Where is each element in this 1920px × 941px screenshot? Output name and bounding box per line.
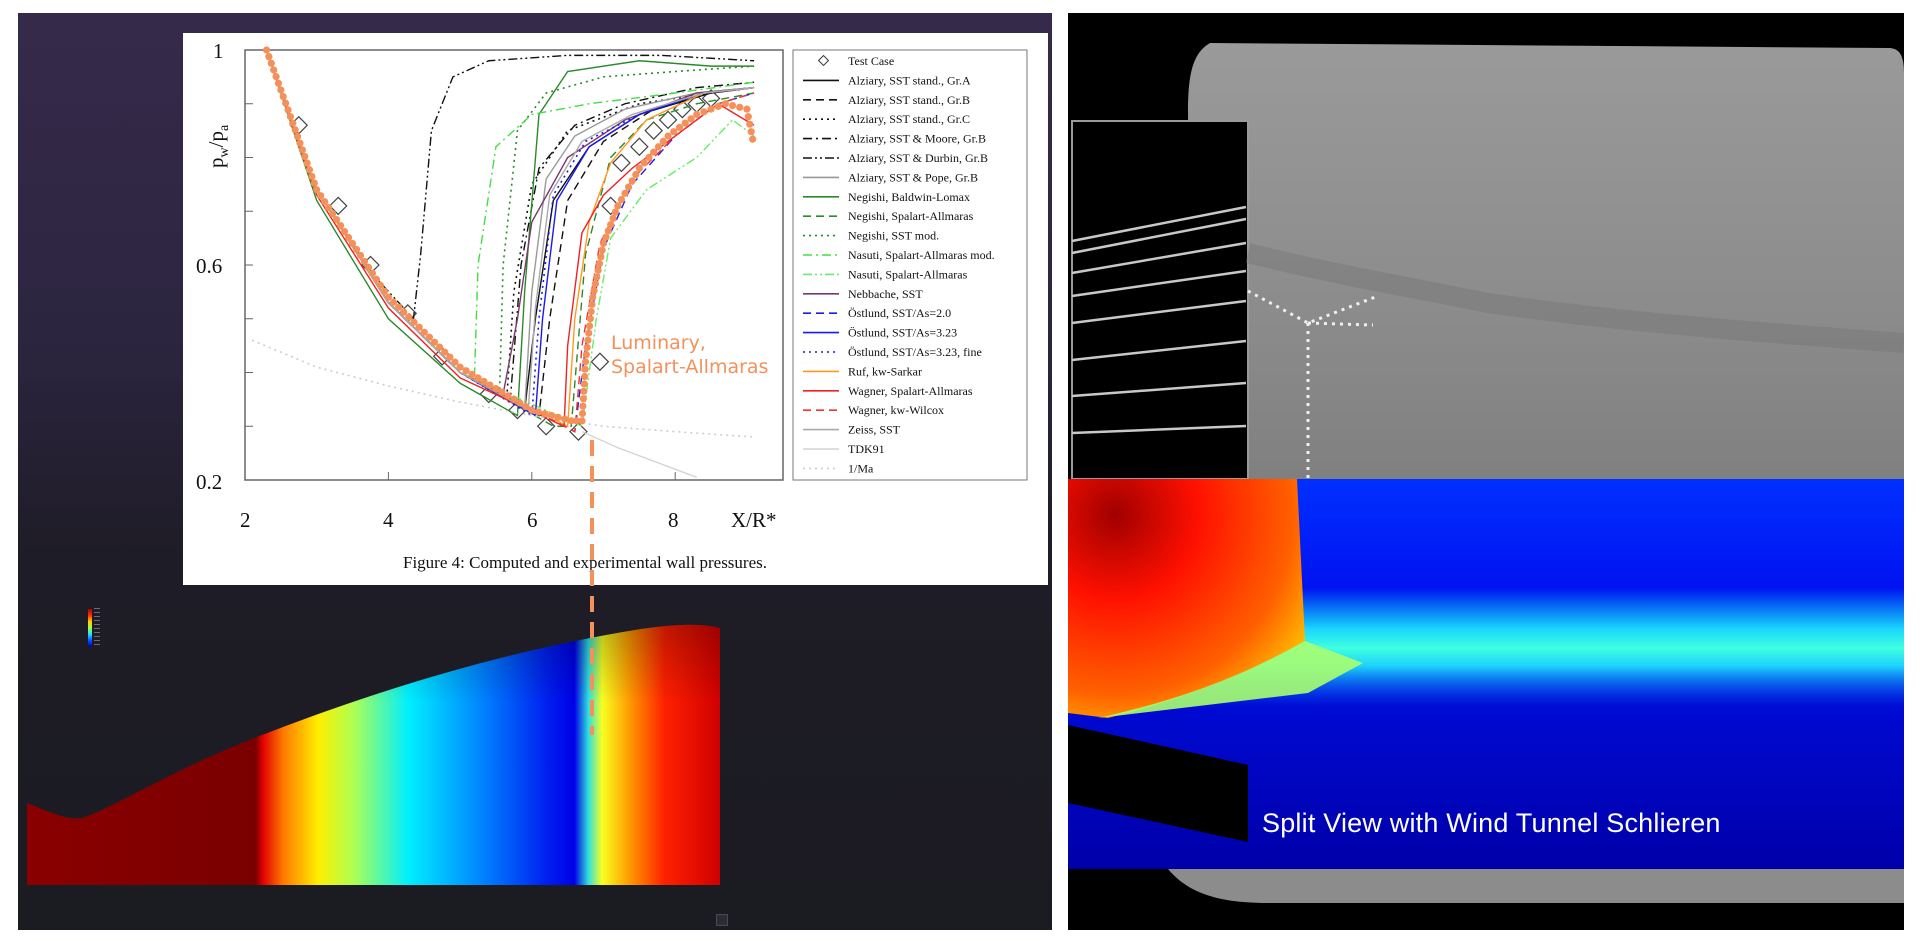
colorbar <box>88 609 92 647</box>
legend-item: Alziary, SST stand., Gr.B <box>848 93 970 107</box>
schlieren-lines <box>1071 205 1247 435</box>
ytick-0.2: 0.2 <box>196 470 222 494</box>
minimize-icon[interactable] <box>716 914 728 926</box>
legend-item: Test Case <box>848 54 894 68</box>
wall-pressure-chart: 1 0.6 0.2 2 4 6 8 X/R* pw/pa Test Case Al… <box>196 39 1028 532</box>
legend-item: Alziary, SST & Moore, Gr.B <box>848 132 986 146</box>
legend-item: Alziary, SST stand., Gr.C <box>848 112 970 126</box>
legend-item: Östlund, SST/As=2.0 <box>848 306 951 320</box>
test-case-marker <box>644 121 664 140</box>
schlieren-split-view <box>1068 13 1904 930</box>
series-layer <box>251 46 757 478</box>
shock-pattern <box>1247 289 1379 479</box>
xtick-2: 2 <box>240 508 251 532</box>
legend-item: Alziary, SST & Pope, Gr.B <box>848 170 978 184</box>
xtick-4: 4 <box>383 508 394 532</box>
test-case-marker <box>590 352 610 372</box>
ytick-0.6: 0.6 <box>196 254 222 278</box>
split-view-image <box>1068 13 1904 930</box>
series-line <box>581 430 697 478</box>
legend-item: Negishi, Baldwin-Lomax <box>848 190 970 204</box>
legend-item: Wagner, kw-Wilcox <box>848 403 944 417</box>
legend-item: Alziary, SST stand., Gr.A <box>848 73 971 87</box>
legend: Test Case Alziary, SST stand., Gr.A Alziar… <box>803 54 995 475</box>
legend-item: Nasuti, Spalart-Allmaras mod. <box>848 248 995 262</box>
legend-item: 1/Ma <box>848 461 874 475</box>
legend-item: Negishi, Spalart-Allmaras <box>848 209 974 223</box>
test-case-marker <box>536 416 556 436</box>
legend-box <box>792 49 1028 481</box>
legend-item: Östlund, SST/As=3.23, fine <box>848 345 982 359</box>
colorbar-ticks <box>94 608 100 648</box>
ytick-1: 1 <box>213 39 224 63</box>
legend-item: Alziary, SST & Durbin, Gr.B <box>848 151 988 165</box>
legend-item: Ruf, kw-Sarkar <box>848 364 922 378</box>
svg-text:pw/pa: pw/pa <box>204 124 232 168</box>
test-case-marker <box>569 422 588 441</box>
series-line <box>265 49 755 379</box>
legend-item: Negishi, SST mod. <box>848 229 939 243</box>
axis-ticks <box>244 103 676 480</box>
figure-caption: Figure 4: Computed and experimental wall… <box>403 553 767 572</box>
y-axis-label: pw/pa <box>204 124 232 168</box>
series-line <box>265 49 755 417</box>
legend-item: TDK91 <box>848 442 885 456</box>
split-view-title: Split View with Wind Tunnel Schlieren <box>1262 808 1721 838</box>
series-line <box>265 49 755 401</box>
series-line <box>265 49 755 396</box>
test-case-marker <box>612 153 631 173</box>
series-line <box>251 339 755 438</box>
legend-item: Östlund, SST/As=3.23 <box>848 326 957 340</box>
series-line <box>265 49 755 428</box>
legend-item: Wagner, Spalart-Allmaras <box>848 384 973 398</box>
test-case-marker <box>658 110 678 130</box>
xtick-6: 6 <box>527 508 538 532</box>
test-case-marker <box>630 137 649 157</box>
x-axis-label: X/R* <box>731 508 777 532</box>
test-case-marker <box>328 196 348 216</box>
chart-card: 1 0.6 0.2 2 4 6 8 X/R* pw/pa Test Case Al… <box>183 33 1048 585</box>
xtick-8: 8 <box>668 508 679 532</box>
legend-item: Nebbache, SST <box>848 287 923 301</box>
luminary-label: Luminary, Spalart-Allmaras <box>611 332 769 378</box>
legend-item: Nasuti, Spalart-Allmaras <box>848 267 968 281</box>
series-line <box>265 49 755 321</box>
legend-item: Zeiss, SST <box>848 423 901 437</box>
